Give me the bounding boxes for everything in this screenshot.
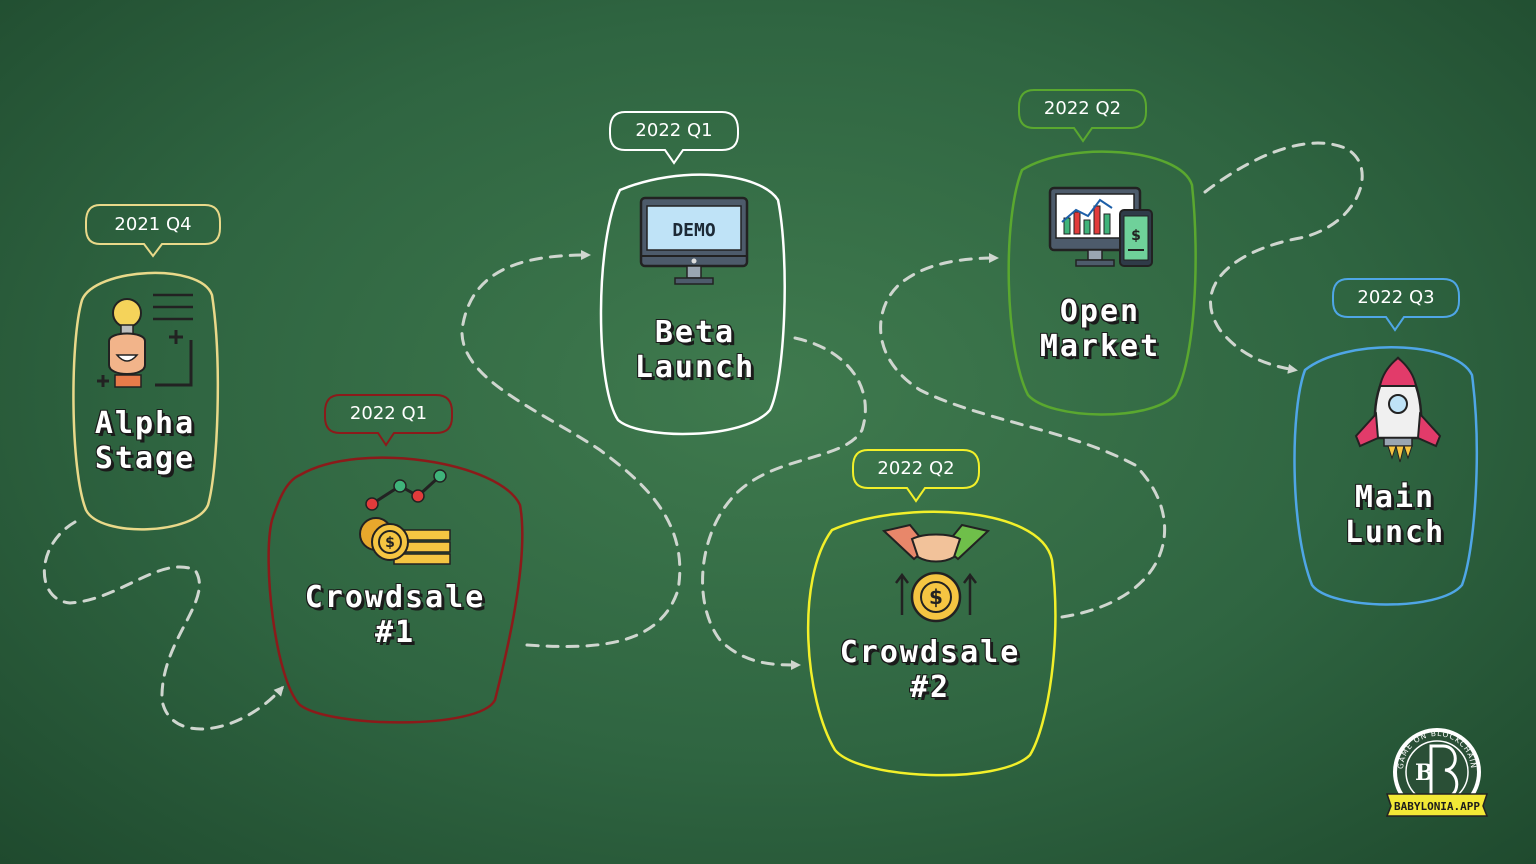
quarter-label-alpha: 2021 Q4	[114, 214, 192, 235]
svg-text:$: $	[385, 535, 395, 551]
node-title-main: Main Lunch	[1305, 480, 1485, 550]
node-frame	[806, 510, 1057, 777]
idea-brain-icon	[97, 293, 193, 388]
title-line: Crowdsale	[839, 635, 1021, 670]
babylonia-logo: B GAME ON BLOCKCHAIN BABYLONIA.APP	[1385, 728, 1489, 817]
node-crowdsale2: $	[806, 449, 1057, 777]
quarter-label-open: 2022 Q2	[1043, 98, 1122, 119]
svg-text:$: $	[929, 585, 943, 609]
quarter-label-main: 2022 Q3	[1357, 287, 1435, 308]
node-frame	[1293, 346, 1478, 606]
node-open: $	[1007, 89, 1197, 416]
node-frame	[267, 456, 524, 724]
path-crowdsale2-to-open	[879, 253, 1167, 619]
svg-text:$: $	[1131, 228, 1141, 244]
quarter-bubble	[609, 111, 739, 165]
quarter-bubble	[1018, 89, 1147, 143]
title-line: Open	[1059, 294, 1141, 329]
path-open-to-main	[1203, 141, 1364, 374]
node-title-alpha: Alpha Stage	[55, 406, 235, 476]
node-title-crowdsale2: Crowdsale #2	[805, 635, 1055, 705]
quarter-label-beta: 2022 Q1	[635, 120, 713, 141]
title-line: Launch	[634, 350, 756, 385]
title-line: Market	[1039, 329, 1161, 364]
coins-chart-icon: $	[359, 469, 451, 565]
node-main	[1293, 278, 1478, 606]
demo-screen-text: DEMO	[672, 220, 716, 241]
node-title-open: Open Market	[1010, 294, 1190, 364]
path-beta-to-crowdsale2	[701, 336, 867, 670]
node-title-beta: Beta Launch	[605, 315, 785, 385]
path-crowdsale1-to-beta	[460, 250, 682, 648]
quarter-label-crowdsale1: 2022 Q1	[349, 403, 428, 424]
rocket-icon	[1354, 356, 1442, 463]
node-alpha	[72, 204, 221, 531]
node-frame	[1007, 150, 1197, 416]
title-line: Main	[1354, 480, 1436, 515]
title-line: Crowdsale	[304, 580, 486, 615]
title-line: #2	[909, 670, 951, 705]
quarter-bubble	[324, 394, 453, 447]
node-frame	[72, 271, 220, 531]
title-line: Alpha	[94, 406, 196, 441]
title-line: Lunch	[1344, 515, 1446, 550]
logo-banner-text: BABYLONIA.APP	[1394, 800, 1480, 813]
quarter-bubble	[852, 449, 980, 503]
title-line: #1	[374, 615, 416, 650]
quarter-bubble	[85, 204, 221, 258]
quarter-bubble	[1332, 278, 1460, 332]
node-crowdsale1: $	[267, 394, 524, 724]
node-frame	[599, 173, 786, 436]
logo-monogram: B	[1415, 760, 1434, 786]
title-line: Beta	[654, 315, 736, 350]
trading-monitor-icon: $	[1048, 186, 1153, 267]
handshake-coin-icon: $	[881, 523, 991, 623]
title-line: Stage	[94, 441, 196, 476]
demo-monitor-icon: DEMO	[639, 196, 749, 285]
quarter-label-crowdsale2: 2022 Q2	[877, 458, 955, 479]
path-alpha-to-crowdsale1	[42, 520, 285, 731]
node-title-crowdsale1: Crowdsale #1	[270, 580, 520, 650]
node-beta: DEMO	[599, 111, 786, 436]
